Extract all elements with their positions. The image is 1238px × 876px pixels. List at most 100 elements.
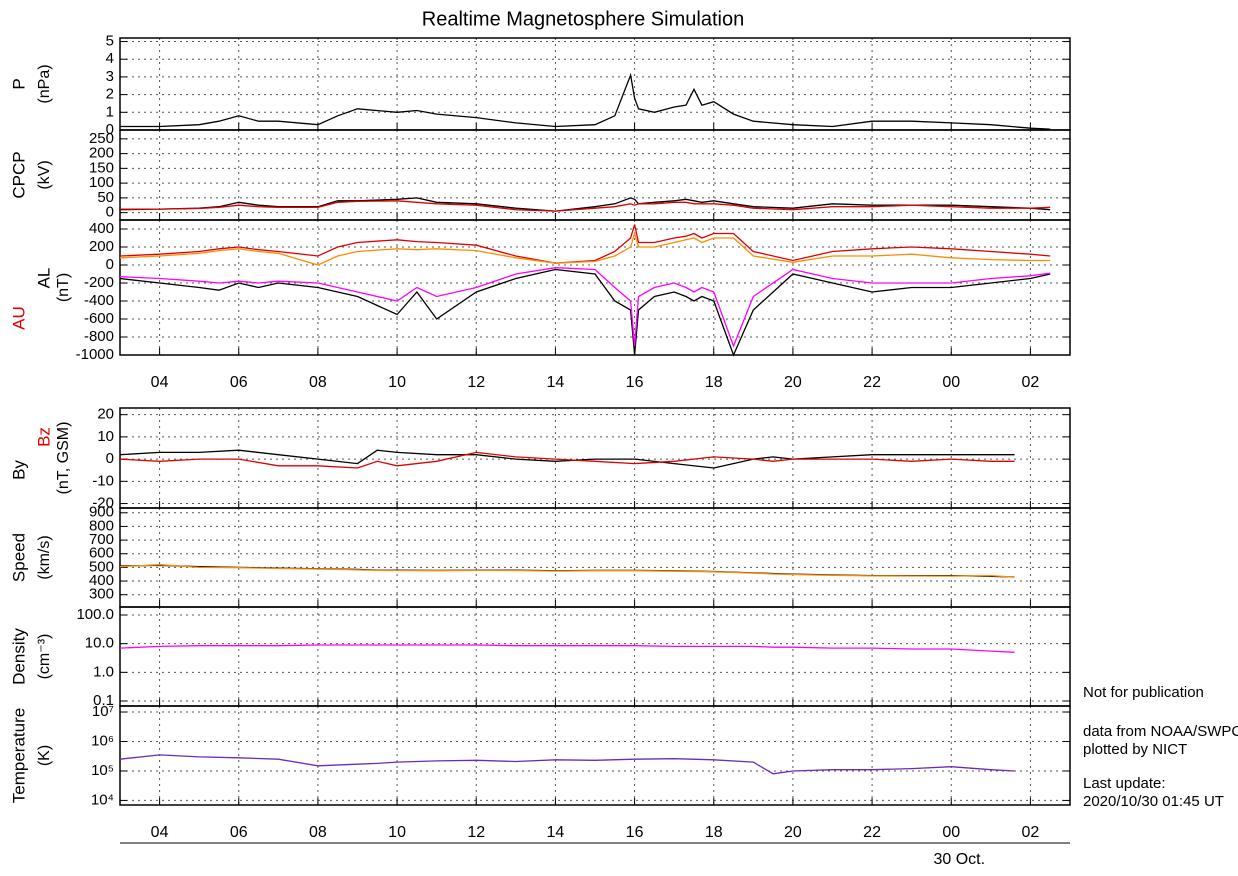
y-tick-label: 5 xyxy=(106,33,114,50)
y-tick-label: 400 xyxy=(89,220,114,237)
y-tick-label: -800 xyxy=(84,328,114,345)
y-tick-label: 4 xyxy=(106,50,114,67)
x-tick-label: 04 xyxy=(151,374,169,391)
y-tick-label: 0.1 xyxy=(93,692,114,709)
legend-label: By xyxy=(9,460,28,480)
y-axis-unit: (kV) xyxy=(36,160,53,189)
y-axis-label: Speed xyxy=(9,533,28,582)
y-tick-label: 10.0 xyxy=(85,635,114,652)
y-tick-label: -20 xyxy=(92,495,114,512)
y-tick-label: 10⁶ xyxy=(91,732,114,749)
series-line xyxy=(119,231,1051,266)
y-axis-unit: (nPa) xyxy=(36,64,53,103)
y-tick-label: 10 xyxy=(97,428,114,445)
y-axis-unit: (K) xyxy=(36,745,53,766)
y-tick-label: 250 xyxy=(89,130,114,147)
chart-title: Realtime Magnetosphere Simulation xyxy=(422,8,744,30)
y-tick-label: 700 xyxy=(89,531,114,548)
x-tick-label: 00 xyxy=(942,374,960,391)
series-line xyxy=(119,451,1015,469)
note: data from NOAA/SWPC xyxy=(1083,723,1238,740)
y-axis-unit: (km/s) xyxy=(36,535,53,579)
series-line xyxy=(119,564,1015,578)
x-tick-label: 02 xyxy=(1022,374,1040,391)
y-axis-label: CPCP xyxy=(9,151,28,198)
x-tick-label: 08 xyxy=(309,824,327,841)
y-tick-label: 900 xyxy=(89,504,114,521)
x-tick-label: 02 xyxy=(1022,824,1040,841)
y-tick-label: 0 xyxy=(106,204,114,221)
y-tick-label: -600 xyxy=(84,310,114,327)
panel-frame xyxy=(119,37,1071,131)
panel-frame xyxy=(119,407,1071,509)
x-tick-label: 18 xyxy=(705,374,723,391)
y-tick-label: 20 xyxy=(97,406,114,423)
y-tick-label: 600 xyxy=(89,545,114,562)
y-tick-label: 150 xyxy=(89,159,114,176)
y-tick-label: 10⁷ xyxy=(92,703,114,720)
note: plotted by NICT xyxy=(1083,741,1187,758)
y-tick-label: 0 xyxy=(106,121,114,138)
y-tick-label: 3 xyxy=(106,68,114,85)
y-tick-label: 0 xyxy=(106,256,114,273)
y-tick-label: 200 xyxy=(89,145,114,162)
x-tick-label: 12 xyxy=(467,374,485,391)
panel-frame xyxy=(119,705,1071,806)
x-tick-label: 20 xyxy=(784,374,802,391)
note: 2020/10/30 01:45 UT xyxy=(1083,793,1224,810)
x-tick-label: 10 xyxy=(388,374,406,391)
x-tick-label: 06 xyxy=(230,824,248,841)
series-line xyxy=(119,224,1051,264)
x-tick-label: 04 xyxy=(151,824,169,841)
x-tick-label: 06 xyxy=(230,374,248,391)
panel-frame xyxy=(119,606,1071,707)
y-tick-label: 10⁴ xyxy=(91,791,114,808)
x-tick-label: 08 xyxy=(309,374,327,391)
series-line xyxy=(119,267,1051,348)
x-tick-label: 16 xyxy=(626,824,644,841)
y-tick-label: 200 xyxy=(89,238,114,255)
panel-frame xyxy=(119,219,1071,356)
y-tick-label: 1.0 xyxy=(93,663,114,680)
y-tick-label: -10 xyxy=(92,472,114,489)
x-tick-label: 22 xyxy=(863,374,881,391)
y-axis-unit: (nT) xyxy=(55,273,72,302)
note: Last update: xyxy=(1083,775,1166,792)
y-tick-label: 500 xyxy=(89,558,114,575)
legend-label: AU xyxy=(9,306,28,330)
y-axis-label: Temperature xyxy=(9,708,28,803)
x-tick-label: 14 xyxy=(547,374,565,391)
x-tick-label: 10 xyxy=(388,824,406,841)
y-axis-label: Density xyxy=(9,628,28,685)
legend-label: Bz xyxy=(34,427,53,447)
x-tick-label: 14 xyxy=(547,824,565,841)
x-axis-label: 30 Oct. xyxy=(933,851,985,868)
y-tick-label: 300 xyxy=(89,586,114,603)
y-tick-label: 400 xyxy=(89,572,114,589)
y-tick-label: -1000 xyxy=(76,346,114,363)
series-line xyxy=(119,754,1015,775)
x-tick-label: 00 xyxy=(942,824,960,841)
y-tick-label: 10⁵ xyxy=(91,762,114,779)
x-tick-label: 22 xyxy=(863,824,881,841)
y-axis-unit: (nT, GSM) xyxy=(55,422,72,495)
panel-frame xyxy=(119,507,1071,608)
y-tick-label: 0 xyxy=(106,450,114,467)
series-line xyxy=(119,644,1015,653)
series-line xyxy=(120,72,1051,130)
y-tick-label: 100 xyxy=(89,174,114,191)
y-tick-label: 800 xyxy=(89,517,114,534)
series-line xyxy=(119,268,1051,357)
legend-label: AL xyxy=(34,268,53,289)
y-tick-label: 50 xyxy=(97,189,114,206)
y-tick-label: -400 xyxy=(84,292,114,309)
y-tick-label: -200 xyxy=(84,274,114,291)
series-line xyxy=(120,200,1051,212)
x-tick-label: 20 xyxy=(784,824,802,841)
y-tick-label: 2 xyxy=(106,86,114,103)
note: Not for publication xyxy=(1083,684,1204,701)
y-axis-unit: (cm⁻³) xyxy=(36,634,53,680)
y-axis-label: P xyxy=(9,78,28,89)
x-tick-label: 18 xyxy=(705,824,723,841)
